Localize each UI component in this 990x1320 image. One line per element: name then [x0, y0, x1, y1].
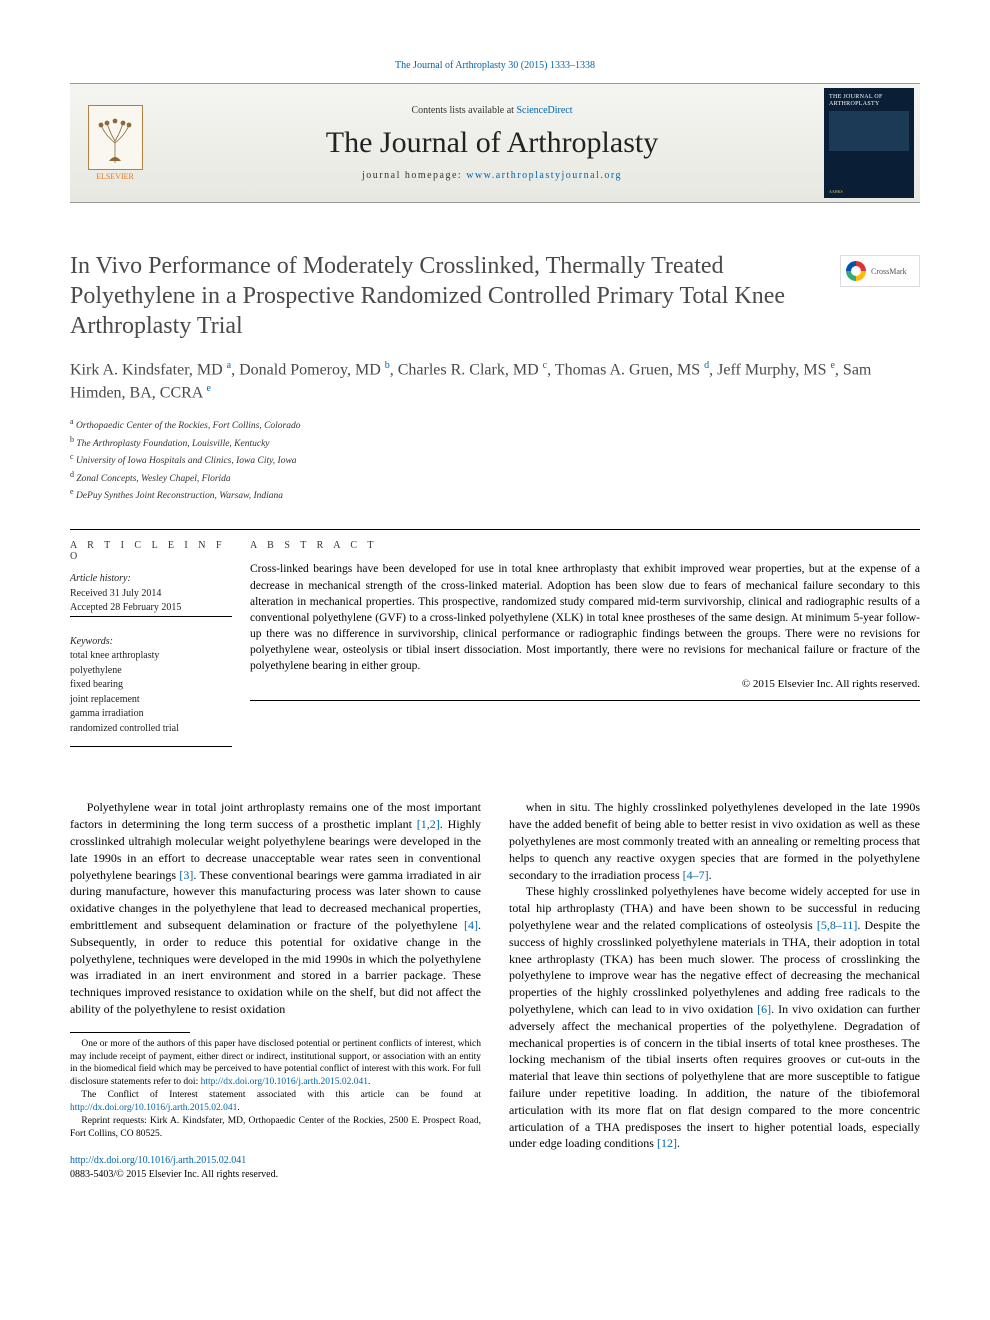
footnote-rule [70, 1032, 190, 1033]
affiliations-block: a Orthopaedic Center of the Rockies, For… [70, 416, 920, 503]
abstract-label: A B S T R A C T [250, 540, 920, 551]
journal-name: The Journal of Arthroplasty [160, 126, 824, 160]
elsevier-logo[interactable]: ELSEVIER [70, 97, 160, 189]
keywords-list: total knee arthroplastypolyethylenefixed… [70, 649, 232, 736]
cover-footer: AAHKS [829, 189, 909, 194]
abstract-copyright: © 2015 Elsevier Inc. All rights reserved… [250, 678, 920, 690]
journal-citation-line: The Journal of Arthroplasty 30 (2015) 13… [70, 60, 920, 71]
body-paragraph-1: Polyethylene wear in total joint arthrop… [70, 799, 481, 1017]
abstract-bottom-rule [250, 700, 920, 701]
affiliation-line: c University of Iowa Hospitals and Clini… [70, 451, 920, 468]
reference-link[interactable]: [5,8–11] [817, 918, 858, 932]
reference-link[interactable]: [1,2] [417, 817, 440, 831]
history-accepted: Accepted 28 February 2015 [70, 601, 232, 616]
footnote-2-doi-link[interactable]: http://dx.doi.org/10.1016/j.arth.2015.02… [70, 1103, 237, 1113]
keywords-block: Keywords: total knee arthroplastypolyeth… [70, 635, 232, 737]
reference-link[interactable]: [12] [657, 1136, 677, 1150]
footnotes-block: One or more of the authors of this paper… [70, 1032, 481, 1141]
keywords-head: Keywords: [70, 635, 232, 650]
homepage-prefix: journal homepage: [362, 170, 466, 181]
footnote-2-text: The Conflict of Interest statement assoc… [81, 1090, 481, 1100]
article-info-label: A R T I C L E I N F O [70, 540, 232, 562]
affiliation-line: e DePuy Synthes Joint Reconstruction, Wa… [70, 486, 920, 503]
footnote-conflict-disclosure: One or more of the authors of this paper… [70, 1038, 481, 1089]
info-abstract-row: A R T I C L E I N F O Article history: R… [70, 529, 920, 757]
journal-cover-thumbnail[interactable]: THE JOURNAL OF ARTHROPLASTY AAHKS [824, 88, 914, 198]
crossmark-badge[interactable]: CrossMark [840, 255, 920, 287]
body-two-column: Polyethylene wear in total joint arthrop… [70, 799, 920, 1181]
doi-block: http://dx.doi.org/10.1016/j.arth.2015.02… [70, 1154, 481, 1181]
affiliation-line: a Orthopaedic Center of the Rockies, For… [70, 416, 920, 433]
homepage-line: journal homepage: www.arthroplastyjourna… [160, 170, 824, 181]
abstract-text: Cross-linked bearings have been develope… [250, 561, 920, 674]
body-paragraph-2: when in situ. The highly crosslinked pol… [509, 799, 920, 883]
cover-title: THE JOURNAL OF ARTHROPLASTY [829, 94, 909, 107]
keyword-item: fixed bearing [70, 678, 232, 693]
contents-prefix: Contents lists available at [411, 105, 516, 116]
sciencedirect-link[interactable]: ScienceDirect [516, 105, 572, 116]
keyword-item: randomized controlled trial [70, 722, 232, 737]
reference-link[interactable]: [4–7] [683, 868, 709, 882]
abstract-column: A B S T R A C T Cross-linked bearings ha… [250, 529, 920, 757]
article-info-column: A R T I C L E I N F O Article history: R… [70, 529, 250, 757]
journal-citation-link[interactable]: The Journal of Arthroplasty 30 (2015) 13… [395, 60, 595, 71]
reference-link[interactable]: [4] [464, 918, 478, 932]
article-title-block: CrossMark In Vivo Performance of Moderat… [70, 251, 920, 503]
history-head: Article history: [70, 572, 232, 587]
contents-line: Contents lists available at ScienceDirec… [160, 105, 824, 116]
journal-homepage-link[interactable]: www.arthroplastyjournal.org [466, 170, 622, 181]
info-divider-bottom [70, 746, 232, 747]
footnote-1-doi-link[interactable]: http://dx.doi.org/10.1016/j.arth.2015.02… [201, 1077, 368, 1087]
article-title: In Vivo Performance of Moderately Crossl… [70, 251, 920, 341]
header-center: Contents lists available at ScienceDirec… [160, 105, 824, 181]
affiliation-line: b The Arthroplasty Foundation, Louisvill… [70, 434, 920, 451]
info-divider [70, 616, 232, 617]
elsevier-name: ELSEVIER [96, 172, 134, 181]
keyword-item: gamma irradiation [70, 707, 232, 722]
issn-copyright-line: 0883-5403/© 2015 Elsevier Inc. All right… [70, 1169, 278, 1180]
keyword-item: polyethylene [70, 664, 232, 679]
article-doi-link[interactable]: http://dx.doi.org/10.1016/j.arth.2015.02… [70, 1155, 246, 1166]
journal-header-band: ELSEVIER Contents lists available at Sci… [70, 83, 920, 203]
keyword-item: total knee arthroplasty [70, 649, 232, 664]
elsevier-tree-icon [88, 105, 143, 170]
keyword-item: joint replacement [70, 693, 232, 708]
footnote-coi-statement: The Conflict of Interest statement assoc… [70, 1089, 481, 1115]
history-received: Received 31 July 2014 [70, 587, 232, 602]
affiliation-line: d Zonal Concepts, Wesley Chapel, Florida [70, 469, 920, 486]
reference-link[interactable]: [6] [757, 1002, 771, 1016]
footnote-reprint: Reprint requests: Kirk A. Kindsfater, MD… [70, 1115, 481, 1141]
page: The Journal of Arthroplasty 30 (2015) 13… [0, 0, 990, 1221]
authors-line: Kirk A. Kindsfater, MD a, Donald Pomeroy… [70, 359, 920, 404]
reference-link[interactable]: [3] [179, 868, 193, 882]
cover-image-placeholder [829, 111, 909, 151]
body-paragraph-3: These highly crosslinked polyethylenes h… [509, 883, 920, 1152]
crossmark-icon [846, 261, 866, 281]
article-history: Article history: Received 31 July 2014 A… [70, 572, 232, 616]
crossmark-label: CrossMark [871, 267, 907, 276]
